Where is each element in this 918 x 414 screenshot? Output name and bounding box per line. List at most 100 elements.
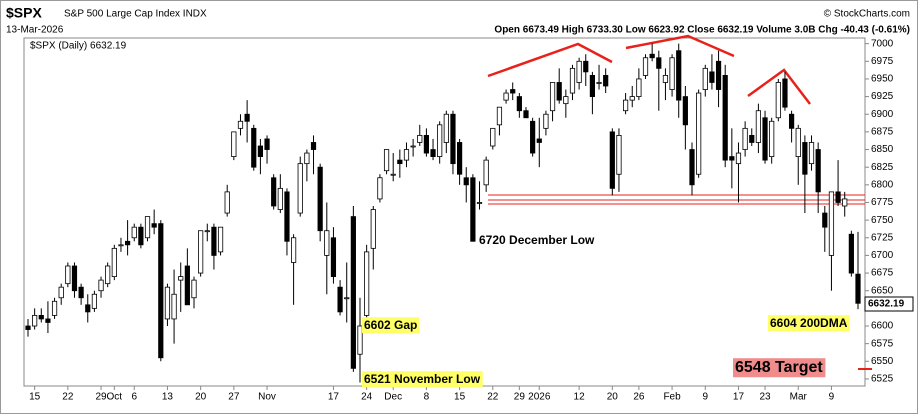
candle-body — [775, 82, 781, 119]
candle-body — [463, 177, 469, 186]
candle-body — [51, 300, 58, 316]
y-tick-label: 6800 — [871, 179, 894, 190]
candle-body — [536, 138, 542, 143]
candle-body — [397, 159, 403, 165]
x-tick-label: 22 — [487, 392, 499, 403]
candle-body — [563, 96, 569, 105]
candle-body — [383, 149, 390, 172]
candle-body — [503, 92, 509, 101]
x-tick-label: 15 — [29, 392, 41, 403]
legend: $SPX (Daily) 6632.19 — [30, 41, 127, 52]
x-tick-label: 20 — [195, 392, 207, 403]
candle-body — [642, 57, 649, 76]
candle-body — [310, 142, 317, 150]
candle-body — [224, 191, 230, 214]
y-tick-label: 6775 — [871, 197, 894, 208]
annotation-bg — [362, 317, 420, 334]
y-tick-label: 6550 — [871, 356, 894, 367]
candle-body — [237, 120, 244, 129]
x-tick-label: 12 — [574, 392, 586, 403]
candle-body — [437, 124, 443, 157]
x-tick-label: 29 — [95, 392, 107, 403]
candle-body — [476, 202, 483, 204]
candle-body — [709, 71, 715, 83]
annotation: 6548 Target — [735, 359, 823, 376]
y-tick-label: 6525 — [871, 374, 894, 385]
candle-body — [304, 152, 310, 165]
candle-body — [231, 131, 237, 157]
candle-body — [623, 99, 629, 112]
candle-body — [251, 127, 257, 168]
y-tick-label: 6575 — [871, 338, 894, 349]
candle-body — [58, 286, 64, 299]
candle-body — [496, 106, 503, 126]
candle-body — [629, 96, 635, 101]
candle-body — [131, 226, 137, 239]
candle-body — [822, 212, 828, 228]
candle-body — [782, 78, 788, 108]
x-tick-label: 17 — [328, 392, 340, 403]
x-tick-label: 29 — [514, 392, 526, 403]
candle-body — [808, 142, 815, 165]
credit: © StockCharts.com — [824, 9, 910, 20]
candle-body — [755, 110, 762, 143]
y-tick-label: 6875 — [871, 127, 894, 138]
candle-body — [609, 131, 615, 189]
candle-body — [456, 142, 463, 175]
candle-body — [656, 57, 662, 69]
candle-body — [702, 67, 708, 90]
candle-body — [523, 110, 529, 119]
candle-body — [483, 159, 489, 186]
candle-body — [403, 149, 410, 161]
candle-body — [204, 230, 210, 233]
candle-body — [271, 177, 277, 207]
candle-body — [417, 135, 423, 143]
candle-body — [38, 315, 44, 320]
candle-body — [603, 75, 609, 87]
annotation: 6521 November Low — [364, 372, 481, 386]
candle-body — [715, 60, 722, 90]
candle-body — [689, 149, 695, 186]
annotation: 6604 200DMA — [770, 316, 848, 330]
x-tick-label: Mar — [790, 392, 808, 403]
y-tick-label: 6725 — [871, 232, 894, 243]
candle-body — [769, 120, 775, 157]
candle-body — [795, 127, 801, 157]
candle-body — [350, 216, 356, 369]
annotation-bg — [768, 315, 850, 332]
candle-body — [828, 191, 835, 256]
candle-body — [324, 230, 330, 256]
y-tick-label: 6750 — [871, 215, 894, 226]
y-tick-label: 6825 — [871, 162, 894, 173]
candle-body — [277, 187, 283, 210]
price-label: 6632.19 — [868, 299, 905, 310]
annotation: 6720 December Low — [479, 233, 595, 247]
candle-body — [669, 57, 675, 90]
support-lines — [488, 194, 865, 205]
candle-body — [98, 279, 104, 292]
candle-body — [569, 67, 576, 94]
x-tick-label: 15 — [454, 392, 466, 403]
x-tick-label: Dec — [384, 392, 402, 403]
candle-body — [297, 163, 303, 214]
x-tick-label: 27 — [228, 392, 240, 403]
candle-body — [749, 135, 755, 143]
candle-body — [649, 53, 655, 59]
candle-body — [729, 156, 735, 161]
candle-body — [762, 117, 768, 161]
candle-body — [171, 293, 177, 320]
quote: Open 6673.49 High 6733.30 Low 6623.92 Cl… — [494, 25, 910, 36]
y-tick-label: 6925 — [871, 91, 894, 102]
annotation: 6602 Gap — [364, 318, 417, 332]
candle-body — [191, 279, 197, 299]
x-tick-label: Feb — [663, 392, 681, 403]
candle-body — [636, 78, 642, 97]
candle-body — [85, 304, 91, 313]
candle-body — [357, 325, 363, 355]
candle-body — [789, 113, 795, 129]
candle-body — [370, 209, 376, 249]
candle-body — [264, 138, 270, 150]
candle-body — [835, 191, 841, 203]
candle-body — [735, 152, 742, 165]
candle-body — [802, 142, 808, 175]
